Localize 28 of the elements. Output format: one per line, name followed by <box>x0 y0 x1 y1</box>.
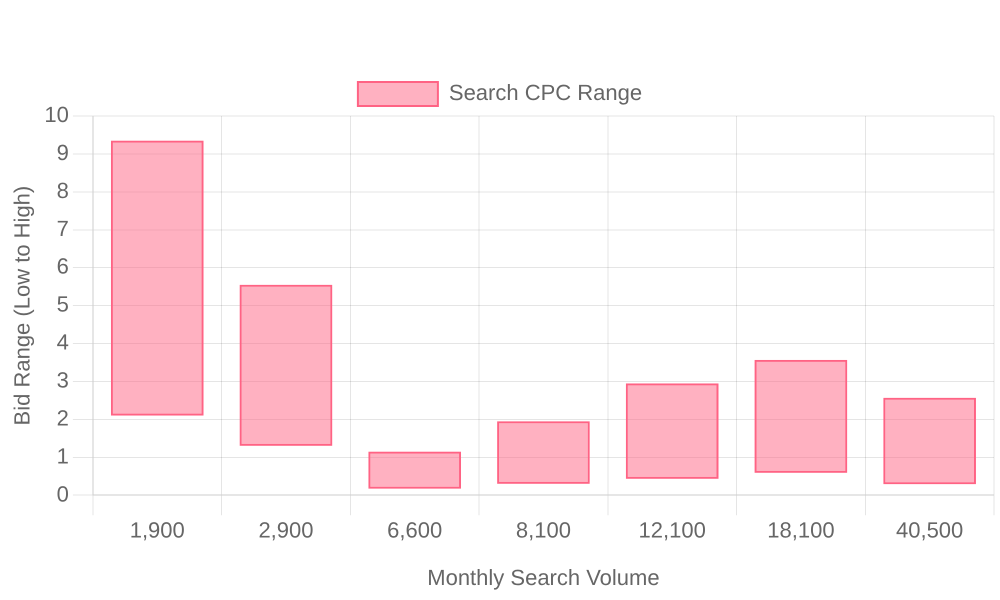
bar <box>754 360 848 473</box>
y-tick-label: 7 <box>56 216 69 241</box>
y-tick-label: 6 <box>56 254 69 279</box>
x-tick-label: 18,100 <box>767 517 835 542</box>
y-tick-label: 2 <box>56 405 69 430</box>
x-tick-label: 2,900 <box>258 517 314 542</box>
y-tick-label: 0 <box>56 481 69 506</box>
bar <box>368 452 462 489</box>
y-tick-label: 4 <box>56 330 69 355</box>
x-tick-label: 40,500 <box>896 517 964 542</box>
bar <box>626 383 719 479</box>
x-tick-label: 6,600 <box>387 517 442 542</box>
x-tick-label: 8,100 <box>516 517 571 542</box>
bar <box>110 140 204 416</box>
y-tick-label: 3 <box>56 368 69 393</box>
y-tick-label: 8 <box>56 178 69 203</box>
y-tick-label: 10 <box>44 102 69 128</box>
x-tick-label: 1,900 <box>130 517 185 542</box>
y-tick-label: 1 <box>56 443 69 468</box>
x-axis-title: Monthly Search Volume <box>427 564 660 590</box>
x-tick-label: 12,100 <box>638 517 706 542</box>
y-axis-title: Bid Range (Low to High) <box>9 186 34 426</box>
legend-label: Search CPC Range <box>448 80 642 106</box>
bar <box>240 284 332 446</box>
y-tick-label: 5 <box>56 292 69 317</box>
bar <box>497 421 590 484</box>
y-tick-label: 9 <box>56 140 69 165</box>
bar <box>883 398 976 484</box>
